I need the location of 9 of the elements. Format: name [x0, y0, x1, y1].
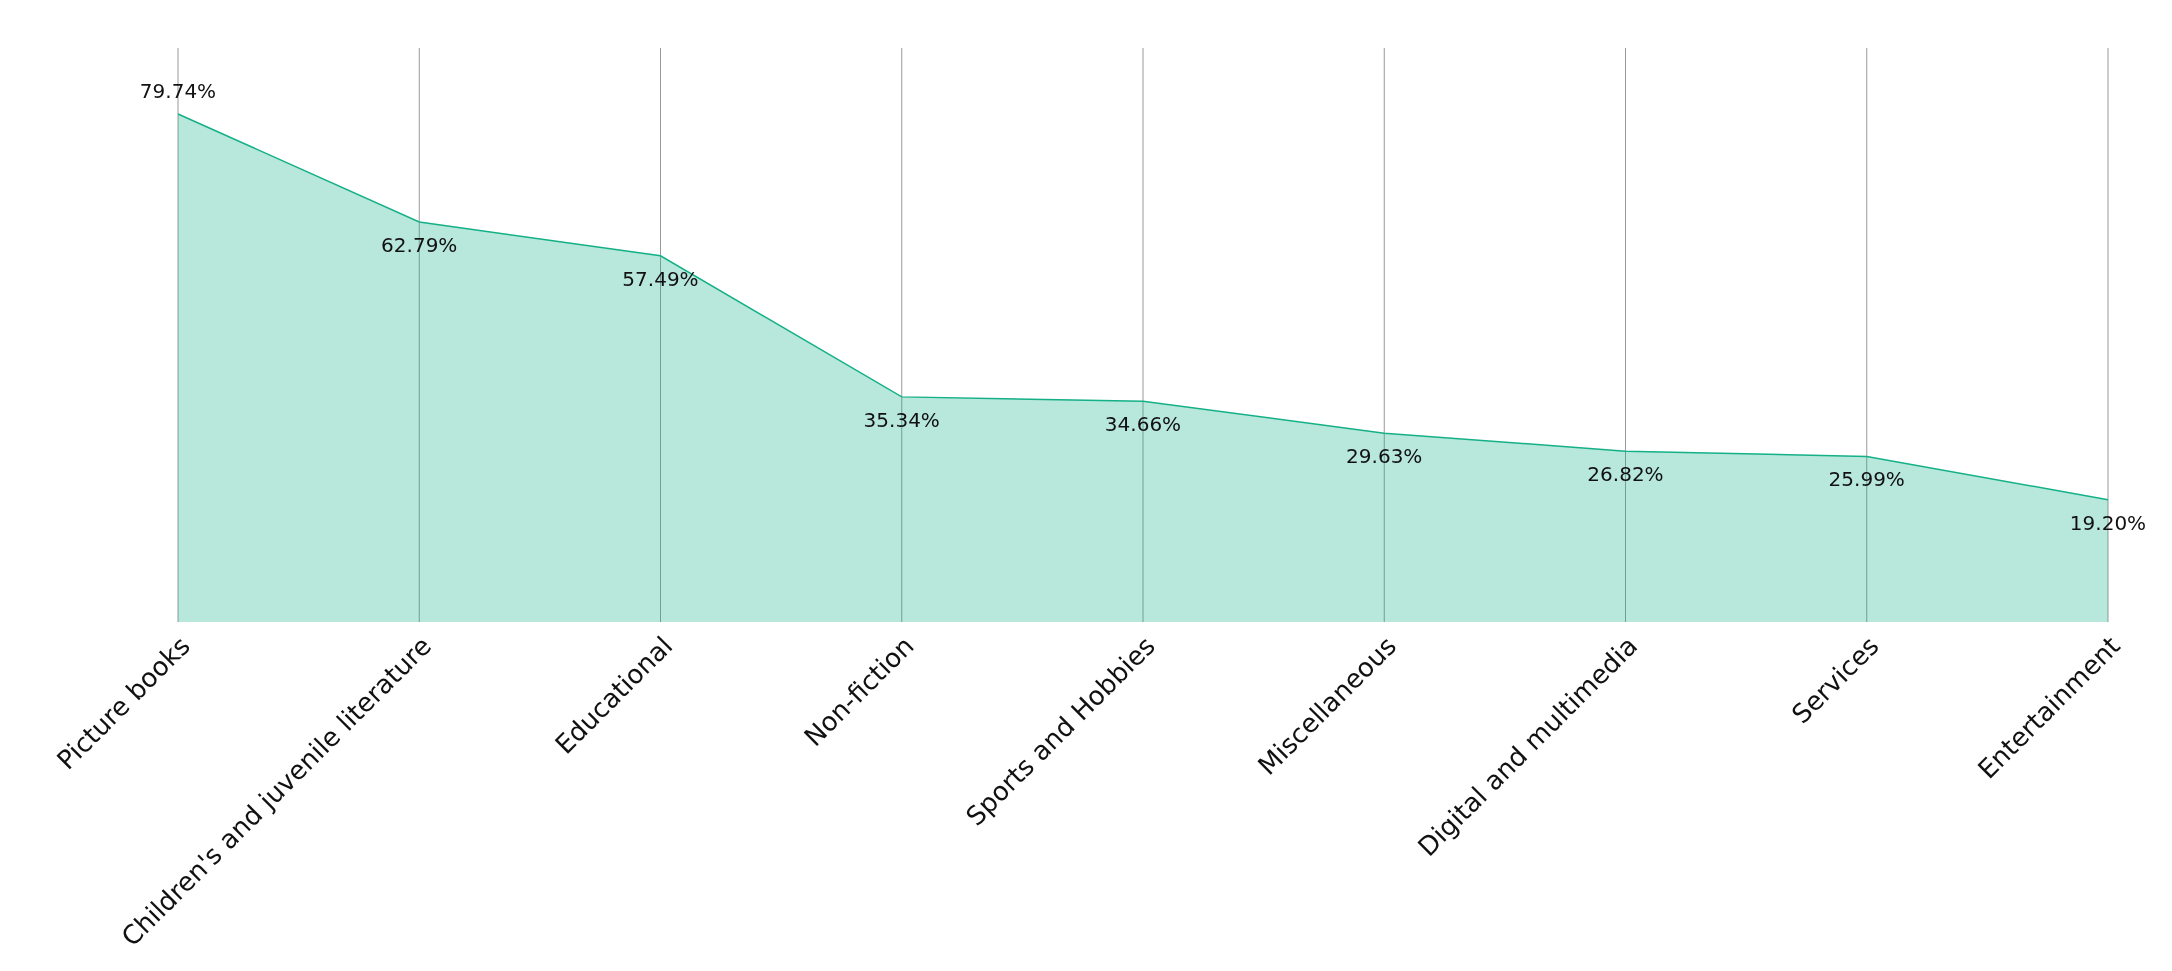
data-label: 26.82%: [1587, 462, 1664, 487]
data-label: 29.63%: [1346, 444, 1423, 469]
data-label: 34.66%: [1104, 412, 1182, 437]
data-label: 79.74%: [139, 79, 217, 104]
data-label: 35.34%: [863, 407, 940, 432]
data-label: 25.99%: [1828, 467, 1905, 492]
data-label: 62.79%: [381, 233, 458, 258]
data-label: 19.20%: [2069, 510, 2147, 535]
data-label: 57.49%: [622, 266, 699, 291]
